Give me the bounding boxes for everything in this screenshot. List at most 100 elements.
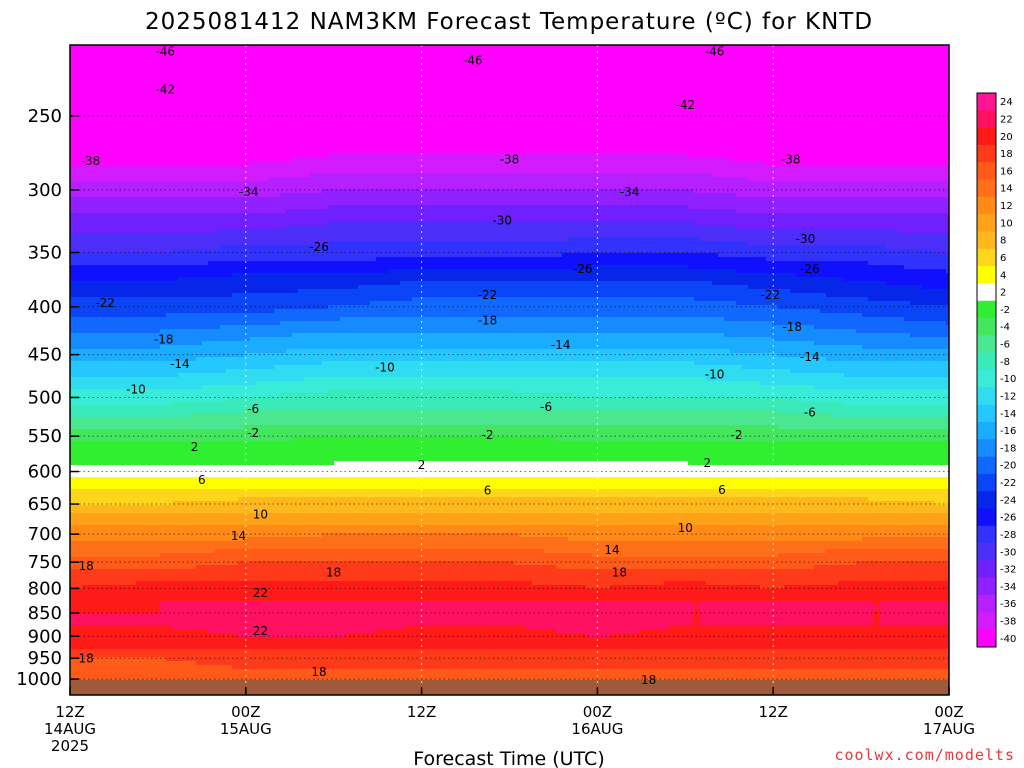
heatmap-cell <box>658 137 665 142</box>
heatmap-cell <box>244 165 251 170</box>
heatmap-cell <box>772 149 779 154</box>
heatmap-cell <box>346 173 353 178</box>
heatmap-cell <box>406 153 413 158</box>
heatmap-cell <box>334 149 341 154</box>
heatmap-cell <box>244 161 251 166</box>
heatmap-cell <box>304 65 311 70</box>
heatmap-cell <box>868 129 875 134</box>
heatmap-cell <box>790 85 797 90</box>
heatmap-cell <box>784 73 791 78</box>
heatmap-cell <box>376 153 383 158</box>
heatmap-cell <box>364 133 371 138</box>
heatmap-cell <box>754 81 761 86</box>
heatmap-cell <box>220 117 227 122</box>
heatmap-cell <box>208 77 215 82</box>
heatmap-cell <box>844 125 851 130</box>
heatmap-cell <box>862 173 869 178</box>
heatmap-cell <box>862 77 869 82</box>
heatmap-cell <box>436 133 443 138</box>
heatmap-cell <box>352 169 359 174</box>
heatmap-cell <box>448 89 455 94</box>
heatmap-cell <box>844 145 851 150</box>
heatmap-cell <box>502 61 509 66</box>
heatmap-cell <box>712 61 719 66</box>
heatmap-cell <box>526 49 533 54</box>
heatmap-cell <box>520 57 527 62</box>
heatmap-cell <box>364 165 371 170</box>
heatmap-cell <box>736 117 743 122</box>
heatmap-cell <box>430 77 437 82</box>
heatmap-cell <box>808 157 815 162</box>
heatmap-cell <box>766 133 773 138</box>
heatmap-cell <box>766 77 773 82</box>
heatmap-cell <box>436 129 443 134</box>
heatmap-cell <box>550 81 557 86</box>
heatmap-cell <box>898 109 905 114</box>
heatmap-cell <box>310 177 317 182</box>
heatmap-cell <box>412 57 419 62</box>
heatmap-cell <box>196 145 203 150</box>
heatmap-cell <box>658 133 665 138</box>
heatmap-cell <box>352 165 359 170</box>
heatmap-cell <box>94 85 101 90</box>
heatmap-cell <box>94 141 101 146</box>
heatmap-cell <box>346 109 353 114</box>
heatmap-cell <box>478 137 485 142</box>
heatmap-cell <box>604 177 611 182</box>
heatmap-cell <box>730 125 737 130</box>
heatmap-cell <box>826 141 833 146</box>
heatmap-cell <box>532 129 539 134</box>
heatmap-cell <box>184 61 191 66</box>
heatmap-cell <box>700 93 707 98</box>
heatmap-cell <box>880 145 887 150</box>
heatmap-cell <box>184 81 191 86</box>
heatmap-cell <box>862 53 869 58</box>
heatmap-cell <box>766 101 773 106</box>
heatmap-cell <box>646 173 653 178</box>
heatmap-cell <box>304 81 311 86</box>
heatmap-cell <box>694 165 701 170</box>
heatmap-cell <box>382 173 389 178</box>
heatmap-cell <box>760 81 767 86</box>
heatmap-cell <box>220 137 227 142</box>
heatmap-cell <box>304 73 311 78</box>
heatmap-cell <box>562 73 569 78</box>
heatmap-cell <box>922 53 929 58</box>
heatmap-cell <box>766 113 773 118</box>
heatmap-cell <box>796 53 803 58</box>
heatmap-cell <box>718 157 725 162</box>
heatmap-cell <box>370 77 377 82</box>
heatmap-cell <box>256 53 263 58</box>
heatmap-cell <box>268 149 275 154</box>
heatmap-cell <box>124 89 131 94</box>
heatmap-cell <box>826 113 833 118</box>
heatmap-cell <box>940 93 947 98</box>
heatmap-cell <box>940 137 947 142</box>
heatmap-cell <box>670 109 677 114</box>
heatmap-cell <box>508 53 515 58</box>
heatmap-cell <box>436 141 443 146</box>
heatmap-cell <box>376 61 383 66</box>
heatmap-cell <box>718 117 725 122</box>
heatmap-cell <box>574 97 581 102</box>
heatmap-cell <box>772 73 779 78</box>
heatmap-cell <box>412 117 419 122</box>
heatmap-cell <box>568 173 575 178</box>
heatmap-cell <box>112 93 119 98</box>
heatmap-cell <box>562 121 569 126</box>
heatmap-cell <box>454 69 461 74</box>
heatmap-cell <box>466 81 473 86</box>
heatmap-cell <box>742 145 749 150</box>
heatmap-cell <box>844 81 851 86</box>
heatmap-cell <box>748 89 755 94</box>
heatmap-cell <box>928 129 935 134</box>
heatmap-cell <box>916 69 923 74</box>
heatmap-cell <box>868 77 875 82</box>
heatmap-cell <box>772 53 779 58</box>
heatmap-cell <box>352 133 359 138</box>
heatmap-cell <box>424 137 431 142</box>
heatmap-cell <box>232 173 239 178</box>
heatmap-cell <box>880 73 887 78</box>
heatmap-cell <box>868 73 875 78</box>
heatmap-cell <box>778 109 785 114</box>
